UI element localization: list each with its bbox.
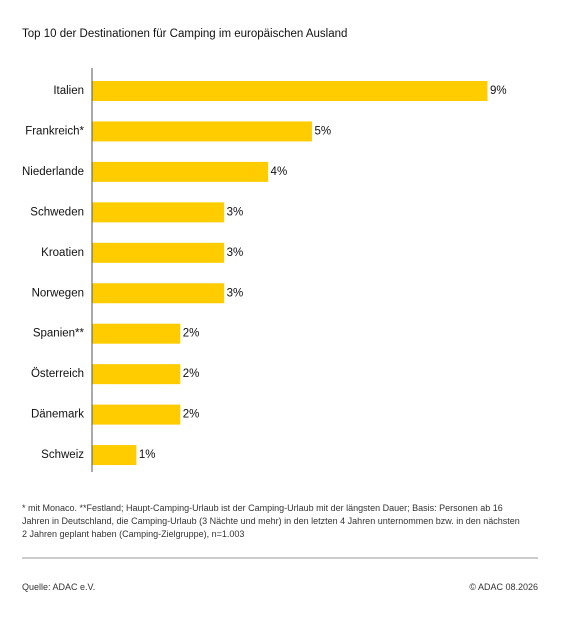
category-label: Schweden: [30, 206, 84, 218]
bar: [92, 81, 488, 101]
bar: [92, 121, 312, 142]
copyright: © ADAC 08.2026: [469, 582, 538, 592]
category-label: Kroatien: [41, 247, 84, 259]
bar: [92, 242, 225, 263]
source: Quelle: ADAC e.V.: [22, 582, 96, 592]
category-label: Frankreich*: [25, 125, 84, 137]
value-label: 3%: [227, 287, 244, 299]
value-label: 2%: [183, 409, 200, 421]
category-label: Niederlande: [22, 166, 84, 178]
bar: [92, 445, 137, 466]
footnote: * mit Monaco. **Festland; Haupt-Camping-…: [22, 503, 520, 539]
bar: [92, 323, 181, 344]
category-label: Dänemark: [31, 409, 84, 421]
value-label: 2%: [183, 368, 200, 380]
category-label: Österreich: [31, 368, 84, 380]
value-label: 3%: [227, 247, 244, 259]
value-label: 5%: [314, 125, 331, 137]
value-label: 2%: [183, 328, 200, 340]
chart-title: Top 10 der Destinationen für Camping im …: [22, 28, 347, 40]
value-label: 4%: [271, 166, 288, 178]
bar: [92, 283, 225, 304]
bar: [92, 404, 181, 425]
bar: [92, 364, 181, 385]
value-label: 1%: [139, 449, 156, 461]
category-label: Schweiz: [41, 449, 84, 461]
value-label: 9%: [490, 85, 507, 97]
category-label: Italien: [53, 85, 84, 97]
bar: [92, 202, 225, 223]
value-label: 3%: [227, 206, 244, 218]
category-label: Spanien**: [33, 328, 85, 340]
category-label: Norwegen: [32, 287, 84, 299]
bar: [92, 161, 269, 182]
